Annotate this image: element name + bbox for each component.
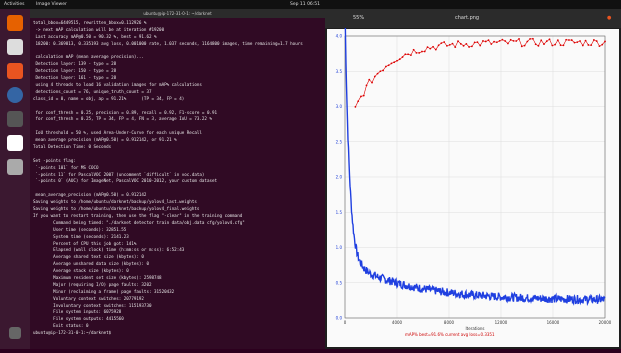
terminal-line: Percent of CPU this job got: 141% <box>33 241 322 248</box>
terminal-line: Detection layer: 139 - type = 28 <box>33 61 322 68</box>
terminal-line: detections_count = 76, unique_truth_coun… <box>33 89 322 96</box>
terminal-line: IoU threshold = 50 %, used Area-Under-Cu… <box>33 130 322 137</box>
terminal-line: Detection layer: 161 - type = 28 <box>33 75 322 82</box>
terminal-line: -> next mAP calculation will be at itera… <box>33 27 322 34</box>
terminal-line: total_bbox=6449515, rewritten_bbox=0.112… <box>33 20 322 27</box>
top-bar: Activities Image Viewer Sep 11 06:51 <box>0 0 621 9</box>
terminal-output: total_bbox=6449515, rewritten_bbox=0.112… <box>30 18 325 348</box>
editor-icon[interactable] <box>7 135 23 151</box>
legend: mAP% best=91.6% current avg loss=0.3351 <box>405 332 495 337</box>
terminal-line: Voluntary context switches: 20779192 <box>33 296 322 303</box>
y-tick-label: 3.0 <box>336 104 343 109</box>
y-tick-label: 1.0 <box>336 245 343 250</box>
close-button[interactable]: ● <box>607 9 611 28</box>
y-tick-label: 0.0 <box>336 316 343 321</box>
desktop: {"topbar":{"activities":"Activities","ap… <box>0 0 621 349</box>
terminal-title: ubuntu@ip-172-31-0-1: ~/darknet <box>30 9 325 18</box>
terminal-line: Detection layer: 150 - type = 28 <box>33 68 322 75</box>
terminal-line: If you want to restart training, then us… <box>33 213 322 220</box>
terminal-line: Saving weights to /home/ubuntu/darknet/b… <box>33 199 322 206</box>
y-tick-label: 2.0 <box>336 175 343 180</box>
terminal-line: Command being timed: "./darknet detector… <box>33 220 322 227</box>
y-tick-label: 4.0 <box>336 34 343 39</box>
x-tick-label: 20000 <box>599 320 612 325</box>
terminal-line <box>33 123 322 130</box>
terminal-line: Last accuracy mAP@0.50 = 90.32 %, best =… <box>33 34 322 41</box>
viewer-icon[interactable] <box>7 159 23 175</box>
terminal-line: using 4 threads to load 16 validation im… <box>33 82 322 89</box>
terminal-line: Elapsed (wall clock) time (h:mm:ss or m:… <box>33 247 322 254</box>
firefox-icon[interactable] <box>7 15 23 31</box>
terminal-line: Maximum resident set size (kbytes): 2598… <box>33 275 322 282</box>
x-tick-label: 8000 <box>444 320 455 325</box>
terminal-line <box>33 103 322 110</box>
terminal-line: `-points 11` for PascalVOC 2007 (uncomme… <box>33 172 322 179</box>
terminal-line: Minor (reclaiming a frame) page faults: … <box>33 289 322 296</box>
terminal-line: Involuntary context switches: 115193730 <box>33 303 322 310</box>
x-axis-label: Iterations <box>465 326 484 331</box>
terminal-line: mean average precision (mAP@0.50) = 0.91… <box>33 137 322 144</box>
zoom-level[interactable]: 55% <box>353 9 364 28</box>
terminal-line <box>33 185 322 192</box>
terminal-line: Major (requiring I/O) page faults: 3202 <box>33 282 322 289</box>
terminal-line: System time (seconds): 2141.23 <box>33 234 322 241</box>
terminal-window: ubuntu@ip-172-31-0-1: ~/darknet total_bb… <box>30 9 325 349</box>
x-tick-label: 0 <box>344 320 347 325</box>
terminal-line: 18200: 0.369813, 0.335193 avg loss, 0.00… <box>33 41 322 48</box>
terminal-line: calculation mAP (mean average precision)… <box>33 54 322 61</box>
app-menu[interactable]: Image Viewer <box>36 0 67 9</box>
apps-grid[interactable] <box>9 327 21 339</box>
image-viewer: 55% chart.png ● 4.0 3.5 3.0 2.5 2.0 1.5 1.0 0.5… <box>325 9 621 349</box>
terminal-line: for conf_thresh = 0.25, precision = 0.89… <box>33 110 322 117</box>
y-tick-label: 1.5 <box>336 210 343 215</box>
y-tick-label: 0.5 <box>336 280 343 285</box>
terminal-line: Average unshared data size (kbytes): 0 <box>33 261 322 268</box>
terminal-line: ubuntu@ip-172-31-0-1:~/darknet$ <box>33 330 322 337</box>
x-tick-label: 4000 <box>392 320 403 325</box>
terminal-line: `-points 101` for MS COCO <box>33 165 322 172</box>
dock <box>0 9 30 349</box>
terminal-line: File system outputs: 4415560 <box>33 316 322 323</box>
help-icon[interactable] <box>7 87 23 103</box>
terminal-line: for conf_thresh = 0.25, TP = 34, FP = 4,… <box>33 116 322 123</box>
terminal-line: User time (seconds): 32851.55 <box>33 227 322 234</box>
clock[interactable]: Sep 11 06:51 <box>290 0 320 9</box>
terminal-line: Set -points flag: <box>33 158 322 165</box>
x-tick-label: 12000 <box>495 320 508 325</box>
software-icon[interactable] <box>7 63 23 79</box>
terminal-line: class_id = 0, name = obj, ap = 91.21% (T… <box>33 96 322 103</box>
terminal-line: Average shared text size (kbytes): 0 <box>33 254 322 261</box>
terminal-line: File system inputs: 6075928 <box>33 309 322 316</box>
terminal-line <box>33 48 322 55</box>
terminal-line: mean_average_precision (mAP@0.50) = 0.91… <box>33 192 322 199</box>
terminal-line: `-points 0` (AUC) for ImageNet, PascalVO… <box>33 178 322 185</box>
activities[interactable]: Activities <box>4 0 25 9</box>
x-tick-label: 16000 <box>547 320 560 325</box>
terminal-line <box>33 151 322 158</box>
viewer-header: 55% chart.png ● <box>325 9 621 28</box>
chart-image: 4.0 3.5 3.0 2.5 2.0 1.5 1.0 0.5 0.00 4000 8000 1200… <box>325 28 621 349</box>
files-icon[interactable] <box>7 39 23 55</box>
terminal-line: Saving weights to /home/ubuntu/darknet/b… <box>33 206 322 213</box>
y-tick-label: 3.5 <box>336 69 343 74</box>
terminal-line: Average stack size (kbytes): 0 <box>33 268 322 275</box>
y-tick-label: 2.5 <box>336 139 343 144</box>
terminal-line: Total Detection Time: 0 Seconds <box>33 144 322 151</box>
terminal-line: Exit status: 0 <box>33 323 322 330</box>
file-name: chart.png <box>455 9 479 28</box>
terminal-icon[interactable] <box>7 111 23 127</box>
